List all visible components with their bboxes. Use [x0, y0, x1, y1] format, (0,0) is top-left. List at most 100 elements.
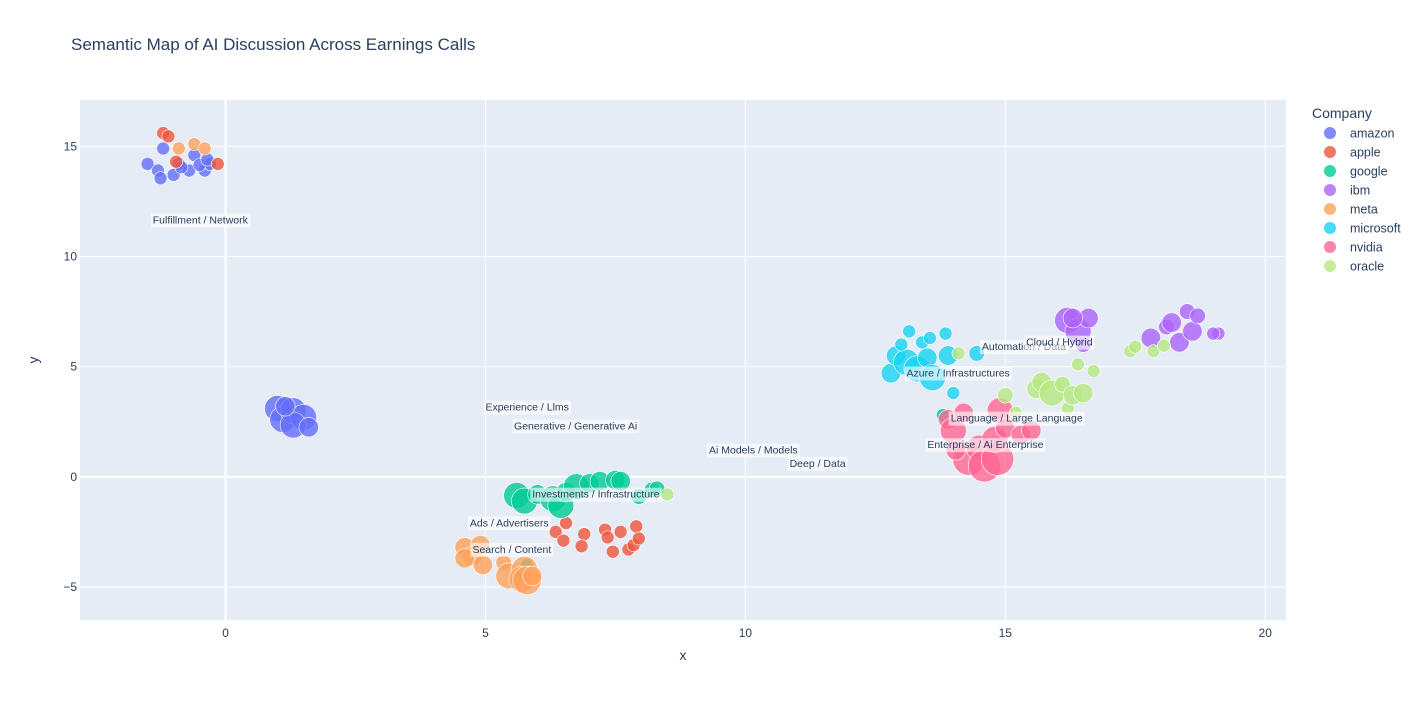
point-meta	[522, 565, 543, 586]
legend-marker-microsoft	[1324, 222, 1336, 234]
annotation-text: Azure / Infrastructures	[907, 368, 1010, 380]
point-microsoft	[902, 324, 916, 339]
annotation-text: Language / Large Language	[951, 413, 1083, 425]
series-apple	[156, 126, 646, 559]
annotation-text: Ads / Advertisers	[470, 517, 549, 529]
annotation-background	[467, 516, 551, 531]
annotation-background	[483, 400, 571, 415]
annotation-background	[787, 456, 848, 471]
point-amazon	[275, 396, 296, 417]
point-microsoft	[946, 386, 961, 400]
annotation-text: Experience / Llms	[485, 402, 568, 414]
point-apple	[632, 531, 646, 546]
point-ibm	[1189, 307, 1206, 325]
annotation-text: Deep / Data	[790, 458, 846, 470]
annotations: Fulfillment / Network Experience / Llms Ge…	[150, 213, 1095, 557]
grid-lines	[80, 100, 1286, 620]
legend-marker-meta	[1324, 203, 1336, 215]
point-ibm	[1161, 312, 1182, 333]
legend-label-amazon: amazon	[1350, 127, 1395, 141]
y-tick-label: 10	[64, 249, 78, 263]
point-apple	[556, 533, 571, 548]
legend-marker-ibm	[1324, 184, 1336, 196]
annotation-text: Cloud / Hybrid	[1026, 337, 1093, 349]
point-apple	[548, 525, 563, 539]
annotation-text: Search / Content	[472, 544, 551, 556]
annotation-background	[904, 366, 1012, 381]
annotation-background	[150, 213, 251, 228]
point-apple	[629, 519, 644, 534]
legend-marker-amazon	[1324, 127, 1336, 139]
annotation-background	[470, 542, 554, 557]
legend-title: Company	[1312, 105, 1372, 121]
legend-label-nvidia: nvidia	[1350, 241, 1383, 255]
point-oracle	[1128, 339, 1143, 354]
point-microsoft	[938, 326, 953, 341]
point-ibm	[1182, 321, 1203, 342]
point-amazon	[298, 417, 319, 438]
legend-label-apple: apple	[1350, 146, 1381, 160]
point-oracle	[1157, 338, 1171, 353]
annotation: Experience / Llms	[483, 400, 571, 415]
annotation: Deep / Data	[787, 456, 848, 471]
annotation: Investments / Infrastructure	[530, 487, 662, 502]
x-tick-label: 5	[482, 626, 489, 640]
legend-label-meta: meta	[1350, 203, 1378, 217]
annotation-background	[948, 411, 1085, 426]
y-tick-label: 15	[64, 139, 78, 153]
point-oracle	[1073, 383, 1094, 404]
annotation-background	[706, 443, 800, 458]
annotation: Azure / Infrastructures	[904, 366, 1012, 381]
annotation: Enterprise / Ai Enterprise	[925, 438, 1046, 453]
point-apple	[210, 157, 225, 171]
point-meta	[472, 554, 493, 575]
point-meta	[171, 141, 186, 156]
annotation-background	[1024, 335, 1095, 350]
legend: Company amazon apple google ibm meta microsof…	[1312, 105, 1401, 274]
annotation-text: Fulfillment / Network	[153, 214, 249, 226]
legend-marker-google	[1324, 165, 1336, 177]
x-axis-ticks: 0 5 10 15 20	[222, 626, 1272, 640]
annotation-background	[512, 419, 640, 434]
legend-label-ibm: ibm	[1350, 184, 1370, 198]
legend-marker-nvidia	[1324, 241, 1336, 253]
annotation: Language / Large Language	[948, 411, 1085, 426]
annotation: Ads / Advertisers	[467, 516, 551, 531]
point-oracle	[1086, 364, 1101, 378]
y-axis-ticks: −5 0 5 10 15	[63, 139, 77, 594]
point-microsoft	[923, 331, 937, 345]
annotation: Generative / Generative Ai	[512, 419, 640, 434]
annotation-text: Investments / Infrastructure	[532, 489, 659, 501]
legend-marker-oracle	[1324, 260, 1336, 272]
point-ibm	[1062, 308, 1083, 329]
x-axis-label: x	[680, 647, 687, 663]
point-microsoft	[894, 337, 909, 352]
annotation-text: Ai Models / Models	[709, 445, 798, 457]
annotation: Ai Models / Models	[706, 443, 800, 458]
x-tick-label: 10	[739, 626, 753, 640]
annotation-background	[530, 487, 662, 502]
point-apple	[574, 539, 589, 553]
chart-title: Semantic Map of AI Discussion Across Ear…	[71, 35, 475, 54]
y-axis-label: y	[25, 357, 41, 364]
legend-marker-apple	[1324, 146, 1336, 158]
annotation-text: Generative / Generative Ai	[514, 420, 637, 432]
legend-label-oracle: oracle	[1350, 260, 1384, 274]
point-amazon	[156, 141, 170, 156]
point-amazon	[153, 171, 168, 186]
point-oracle	[997, 387, 1014, 404]
x-tick-label: 0	[222, 626, 229, 640]
point-apple	[577, 527, 592, 541]
point-meta	[454, 548, 475, 569]
legend-label-microsoft: microsoft	[1350, 222, 1401, 236]
legend-label-google: google	[1350, 165, 1388, 179]
annotation-text: Enterprise / Ai Enterprise	[927, 439, 1043, 451]
annotation: Search / Content	[470, 542, 554, 557]
point-apple	[161, 129, 176, 144]
x-tick-label: 15	[999, 626, 1013, 640]
annotation: Cloud / Hybrid	[1024, 335, 1095, 350]
point-apple	[606, 544, 620, 559]
series-amazon	[140, 141, 319, 439]
point-apple	[613, 525, 628, 539]
